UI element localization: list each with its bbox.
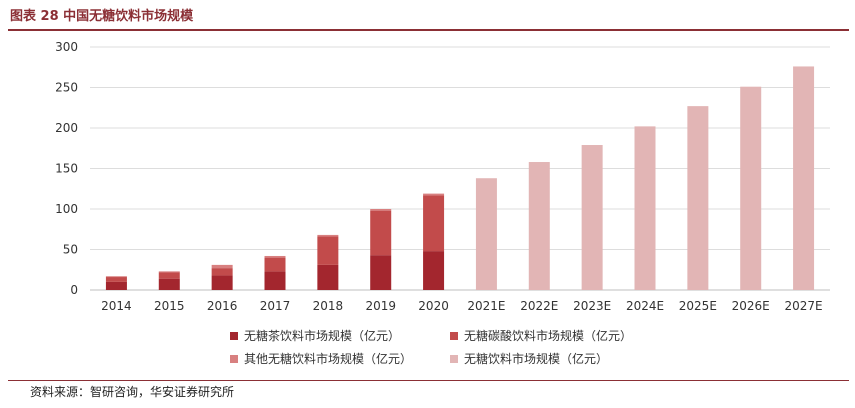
bar-total bbox=[475, 178, 497, 290]
bar-segment bbox=[158, 272, 180, 279]
legend-label-soda: 无糖碳酸饮料市场规模（亿元） bbox=[464, 329, 633, 343]
legend-label-total: 无糖饮料市场规模（亿元） bbox=[464, 352, 609, 366]
bar-segment bbox=[317, 264, 339, 290]
bar-segment bbox=[370, 209, 392, 211]
bar-segment bbox=[317, 236, 339, 265]
y-tick-label: 200 bbox=[55, 121, 78, 135]
legend-label-other: 其他无糖饮料市场规模（亿元） bbox=[244, 352, 413, 366]
legend-item-total: 无糖饮料市场规模（亿元） bbox=[450, 350, 608, 367]
x-tick-label: 2024E bbox=[626, 299, 664, 313]
legend-item-tea: 无糖茶饮料市场规模（亿元） bbox=[230, 327, 400, 344]
y-tick-label: 300 bbox=[55, 40, 78, 54]
y-tick-label: 250 bbox=[55, 81, 78, 95]
bar-total bbox=[687, 106, 709, 290]
bar-total bbox=[528, 162, 550, 290]
legend-item-other: 其他无糖饮料市场规模（亿元） bbox=[230, 350, 412, 367]
x-tick-label: 2023E bbox=[573, 299, 611, 313]
legend-swatch-tea bbox=[230, 331, 238, 340]
x-tick-label: 2018 bbox=[313, 299, 344, 313]
footer-rule bbox=[8, 380, 849, 381]
x-tick-label: 2021E bbox=[467, 299, 505, 313]
bar-segment bbox=[264, 257, 286, 272]
bar-segment bbox=[264, 271, 286, 290]
legend-item-soda: 无糖碳酸饮料市场规模（亿元） bbox=[450, 327, 632, 344]
bar-segment bbox=[423, 251, 445, 290]
bar-segment bbox=[105, 276, 127, 278]
figure-title: 图表 28 中国无糖饮料市场规模 bbox=[10, 9, 194, 24]
x-tick-label: 2016 bbox=[207, 299, 238, 313]
bar-total bbox=[740, 86, 762, 290]
bar-total bbox=[793, 66, 815, 290]
bars bbox=[105, 66, 815, 290]
x-tick-label: 2019 bbox=[365, 299, 396, 313]
legend-swatch-other bbox=[230, 354, 238, 363]
x-tick-label: 2015 bbox=[154, 299, 185, 313]
legend-swatch-soda bbox=[450, 331, 458, 340]
gridlines bbox=[90, 46, 830, 291]
bar-segment bbox=[158, 278, 180, 290]
source-note: 资料来源：智研咨询，华安证券研究所 bbox=[30, 385, 235, 399]
x-tick-label: 2025E bbox=[679, 299, 717, 313]
y-tick-label: 150 bbox=[55, 162, 78, 176]
legend-label-tea: 无糖茶饮料市场规模（亿元） bbox=[244, 329, 401, 343]
x-axis-ticks: 2014 2015 2016 2017 2018 2019 2020 2021E 2022E 20… bbox=[101, 299, 822, 313]
bar-segment bbox=[370, 210, 392, 256]
bar-segment bbox=[211, 275, 233, 290]
bar-segment bbox=[317, 234, 339, 237]
bar-segment bbox=[158, 271, 180, 273]
x-tick-label: 2020 bbox=[418, 299, 449, 313]
bar-total bbox=[634, 126, 656, 290]
title-rule bbox=[8, 29, 849, 31]
y-axis-ticks: 0 50 100 150 200 250 300 bbox=[55, 40, 78, 297]
y-tick-label: 50 bbox=[63, 243, 78, 257]
x-tick-label: 2026E bbox=[732, 299, 770, 313]
x-tick-label: 2017 bbox=[260, 299, 291, 313]
bar-segment bbox=[211, 264, 233, 269]
x-tick-label: 2022E bbox=[520, 299, 558, 313]
bar-segment bbox=[423, 195, 445, 252]
bar-segment bbox=[211, 268, 233, 276]
bar-segment bbox=[105, 281, 127, 290]
bar-total bbox=[581, 145, 603, 290]
x-tick-label: 2027E bbox=[785, 299, 823, 313]
y-tick-label: 100 bbox=[55, 202, 78, 216]
bar-segment bbox=[264, 255, 286, 258]
bar-segment bbox=[105, 277, 127, 282]
y-tick-label: 0 bbox=[70, 283, 78, 297]
legend-swatch-total bbox=[450, 354, 458, 363]
x-tick-label: 2014 bbox=[101, 299, 132, 313]
bar-segment bbox=[423, 193, 445, 196]
bar-segment bbox=[370, 255, 392, 290]
